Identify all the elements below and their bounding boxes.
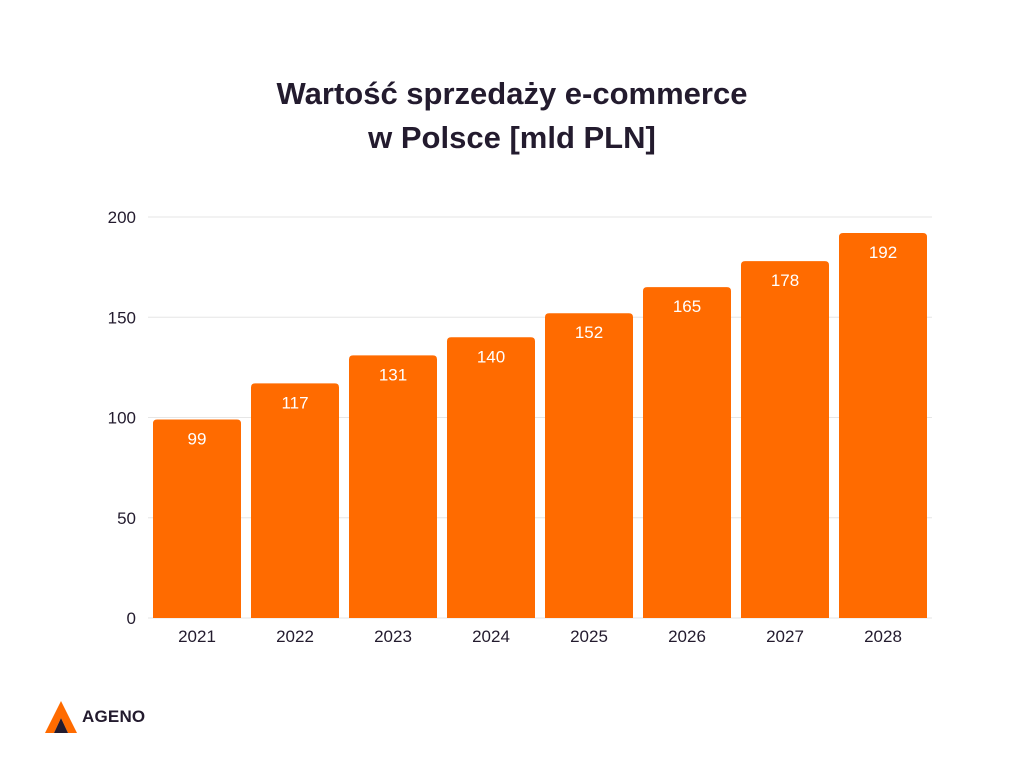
y-tick-label: 0 — [127, 609, 136, 628]
x-tick-label: 2023 — [374, 627, 412, 646]
bar-2024 — [447, 337, 535, 618]
ageno-logo-icon — [45, 701, 77, 733]
value-label: 131 — [379, 365, 407, 384]
y-tick-label: 100 — [108, 409, 136, 428]
brand-logo: AGENO — [44, 700, 145, 734]
x-tick-label: 2022 — [276, 627, 314, 646]
brand-name: AGENO — [82, 707, 146, 726]
chart-title-line-1: Wartość sprzedaży e-commerce — [276, 76, 748, 111]
x-tick-label: 2026 — [668, 627, 706, 646]
chart-title: Wartość sprzedaży e-commerce w Polsce [m… — [0, 72, 1024, 160]
bar-2025 — [545, 313, 633, 618]
x-tick-label: 2021 — [178, 627, 216, 646]
value-label: 178 — [771, 271, 799, 290]
y-tick-label: 200 — [108, 208, 136, 227]
value-label: 99 — [188, 430, 207, 449]
bar-2027 — [741, 261, 829, 618]
chart-title-line-2: w Polsce [mld PLN] — [368, 120, 656, 155]
bar-2021 — [153, 419, 241, 618]
value-label: 192 — [869, 243, 897, 262]
value-label: 152 — [575, 323, 603, 342]
x-tick-label: 2025 — [570, 627, 608, 646]
x-tick-label: 2027 — [766, 627, 804, 646]
value-label: 140 — [477, 347, 505, 366]
x-tick-label: 2024 — [472, 627, 510, 646]
value-label: 165 — [673, 297, 701, 316]
bar-2026 — [643, 287, 731, 618]
y-tick-label: 50 — [117, 509, 136, 528]
value-label: 117 — [281, 393, 308, 412]
bar-2022 — [251, 383, 339, 618]
bar-2023 — [349, 355, 437, 618]
bar-2028 — [839, 233, 927, 619]
y-tick-label: 150 — [108, 308, 136, 327]
x-tick-label: 2028 — [864, 627, 902, 646]
